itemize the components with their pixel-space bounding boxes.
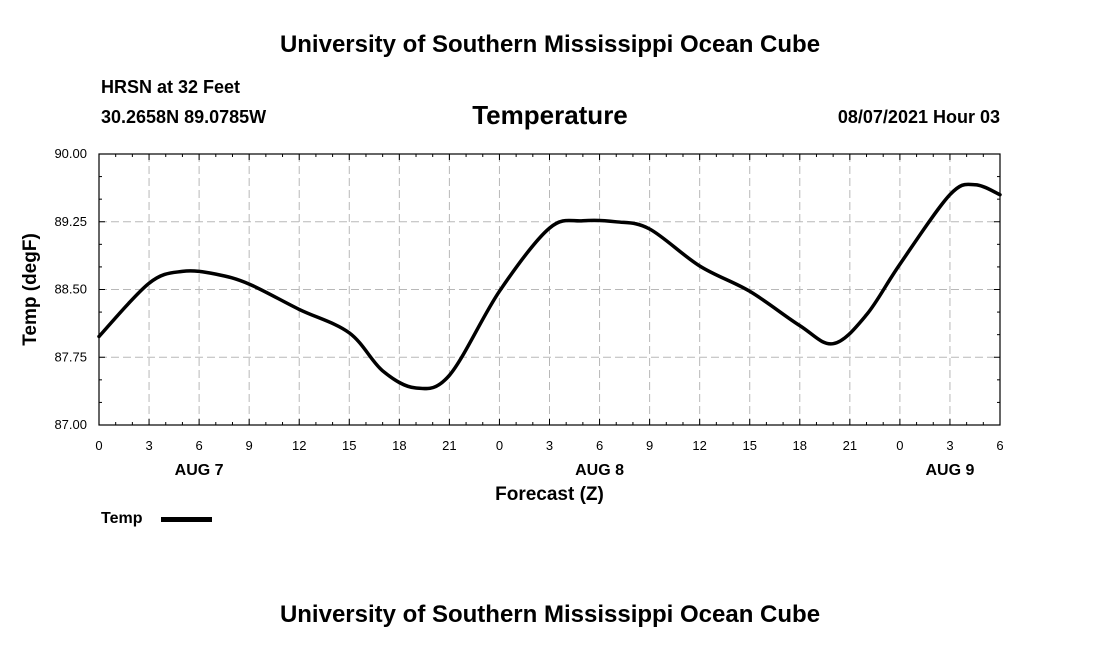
legend-label: Temp [101, 510, 143, 527]
y-axis-label: Temp (degF) [20, 233, 41, 346]
footer-title: University of Southern Mississippi Ocean… [279, 601, 821, 628]
x-tick-label: 6 [195, 438, 202, 453]
x-tick-label: 6 [996, 438, 1003, 453]
y-tick-label: 90.00 [54, 146, 87, 161]
series [97, 182, 1002, 391]
legend-swatch [161, 517, 212, 522]
page-title: University of Southern Mississippi Ocean… [279, 31, 821, 58]
station-label: HRSN at 32 Feet [101, 77, 241, 97]
x-tick-label: 12 [692, 438, 706, 453]
date-label: AUG 7 [175, 462, 224, 479]
y-tick-label: 87.00 [54, 417, 87, 432]
chart-title: Temperature [472, 100, 628, 130]
x-tick-label: 3 [946, 438, 953, 453]
x-tick-label: 18 [793, 438, 807, 453]
x-tick-label: 0 [496, 438, 503, 453]
x-tick-label: 0 [95, 438, 102, 453]
y-tick-label: 88.50 [54, 282, 87, 297]
axes: 0 3 6 9 12 15 18 21 0 3 6 9 12 15 18 21 0 3 6 AUG 7 AUG 8 AUG… [20, 146, 1004, 505]
x-tick-label: 15 [342, 438, 356, 453]
date-label: AUG 9 [925, 462, 974, 479]
y-tick-label: 89.25 [54, 214, 87, 229]
x-tick-label: 3 [546, 438, 553, 453]
x-tick-label: 15 [742, 438, 756, 453]
x-tick-label: 9 [246, 438, 253, 453]
series-line-temp [97, 182, 1002, 391]
coordinates-label: 30.2658N 89.0785W [101, 107, 267, 127]
x-tick-label: 18 [392, 438, 406, 453]
x-tick-label: 12 [292, 438, 306, 453]
x-tick-label: 6 [596, 438, 603, 453]
x-tick-label: 21 [843, 438, 857, 453]
date-label: AUG 8 [575, 462, 624, 479]
x-axis-label: Forecast (Z) [495, 484, 604, 505]
y-tick-label: 87.75 [54, 349, 87, 364]
x-tick-label: 0 [896, 438, 903, 453]
grid [99, 154, 1000, 425]
x-tick-label: 3 [145, 438, 152, 453]
x-tick-label: 21 [442, 438, 456, 453]
x-tick-label: 9 [646, 438, 653, 453]
timestamp-label: 08/07/2021 Hour 03 [837, 107, 1000, 127]
